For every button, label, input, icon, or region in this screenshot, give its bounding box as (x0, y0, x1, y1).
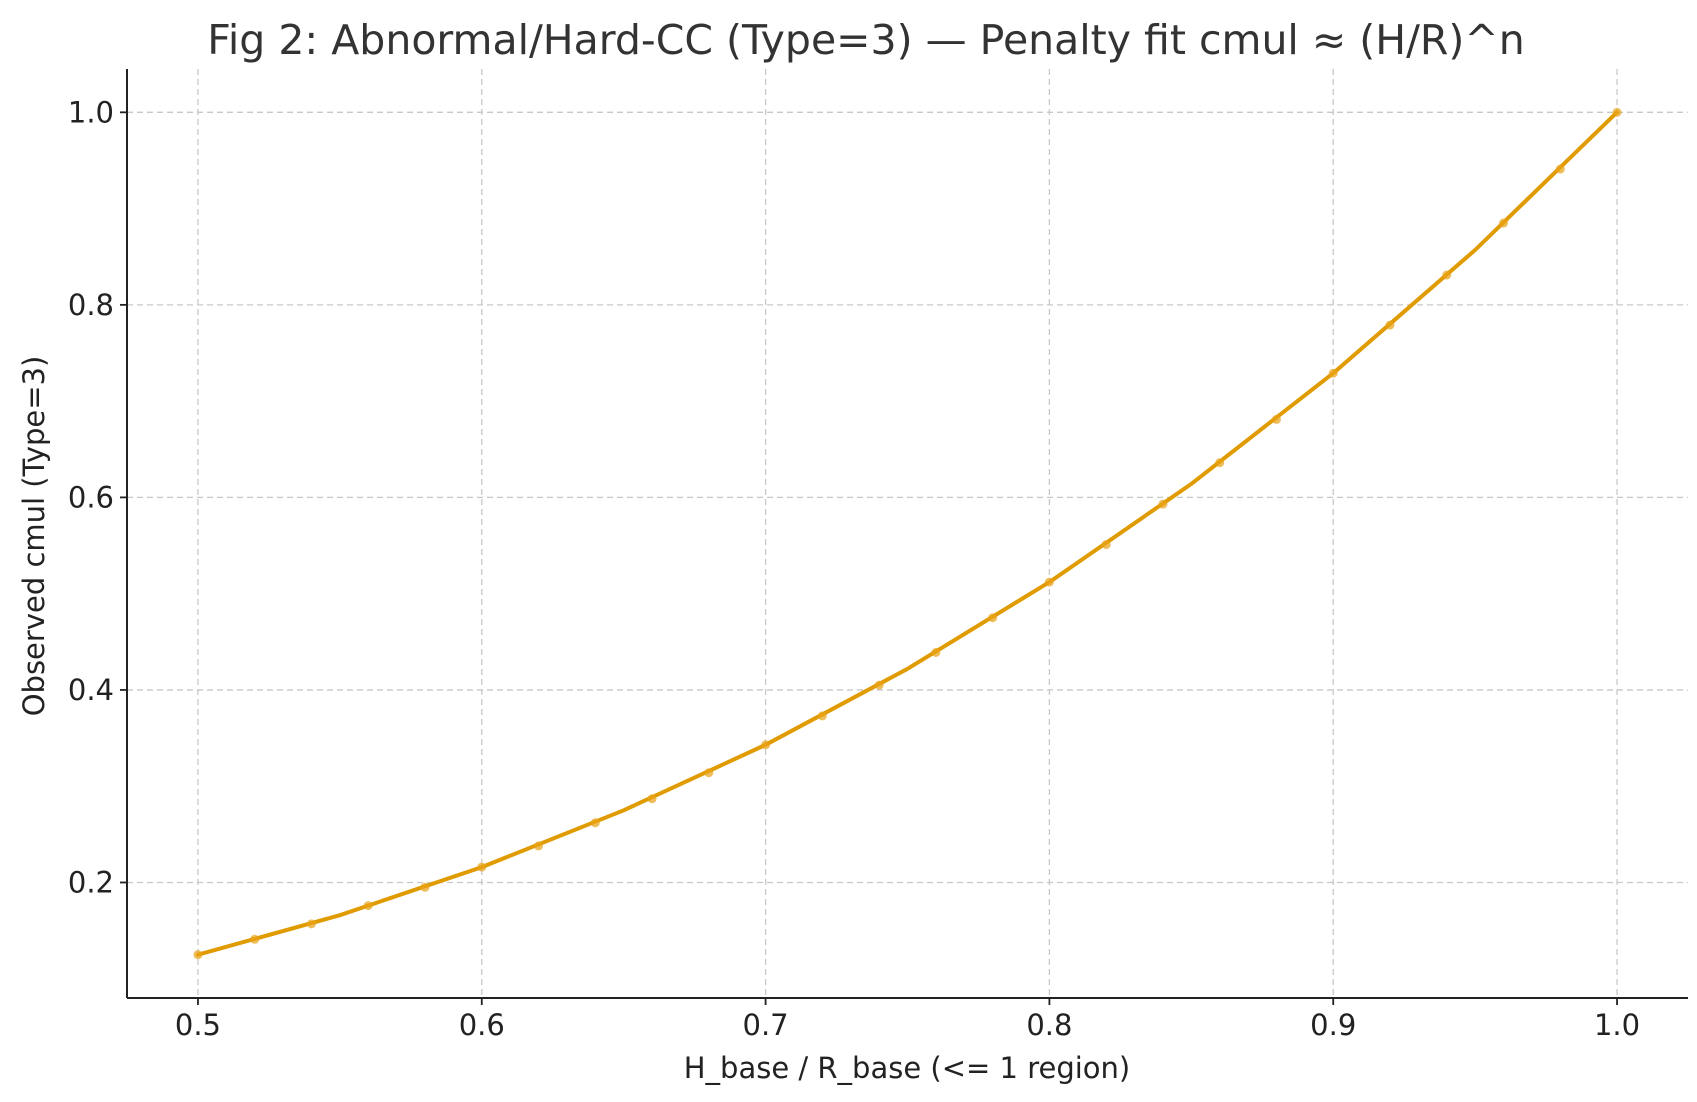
data-point (817, 711, 827, 721)
data-point (1328, 368, 1338, 378)
fit-line (196, 110, 1619, 957)
x-axis-label: H_base / R_base (<= 1 region) (684, 1051, 1130, 1085)
data-point (363, 901, 373, 911)
x-ticks: 0.5 0.6 0.7 0.8 0.9 1.0 (175, 998, 1640, 1042)
x-tick-label: 0.8 (1026, 1008, 1072, 1042)
data-point (704, 768, 714, 778)
data-point (534, 841, 544, 851)
data-point (250, 934, 260, 944)
data-point (306, 919, 316, 929)
data-point (590, 818, 600, 828)
data-point (420, 882, 430, 892)
data-point (1385, 320, 1395, 330)
data-point (1612, 107, 1622, 117)
chart-title: Fig 2: Abnormal/Hard-CC (Type=3) — Penal… (207, 16, 1524, 64)
y-tick-label: 0.2 (68, 865, 114, 899)
data-point (1158, 499, 1168, 509)
data-point (193, 950, 203, 960)
y-axis-label: Observed cmul (Type=3) (17, 356, 51, 717)
y-ticks: 0.2 0.4 0.6 0.8 1.0 (68, 95, 127, 899)
x-tick-label: 1.0 (1594, 1008, 1640, 1042)
data-point (761, 740, 771, 750)
data-point (647, 794, 657, 804)
grid (127, 69, 1688, 998)
data-point (1555, 164, 1565, 174)
x-tick-label: 0.7 (743, 1008, 789, 1042)
data-points-group (193, 107, 1622, 960)
data-point (1499, 218, 1509, 228)
y-tick-label: 0.8 (68, 288, 114, 322)
data-point (874, 680, 884, 690)
data-point (1044, 577, 1054, 587)
x-tick-label: 0.5 (175, 1008, 221, 1042)
data-point (931, 647, 941, 657)
fit-curve-group (196, 110, 1619, 957)
data-point (988, 613, 998, 623)
data-point (1101, 540, 1111, 550)
x-tick-label: 0.6 (459, 1008, 505, 1042)
y-tick-label: 0.6 (68, 480, 114, 514)
data-point (477, 862, 487, 872)
y-tick-label: 1.0 (68, 95, 114, 129)
x-tick-label: 0.9 (1310, 1008, 1356, 1042)
data-point (1271, 414, 1281, 424)
data-point (1215, 458, 1225, 468)
data-point (1442, 270, 1452, 280)
y-tick-label: 0.4 (68, 673, 114, 707)
axes (126, 69, 1688, 999)
